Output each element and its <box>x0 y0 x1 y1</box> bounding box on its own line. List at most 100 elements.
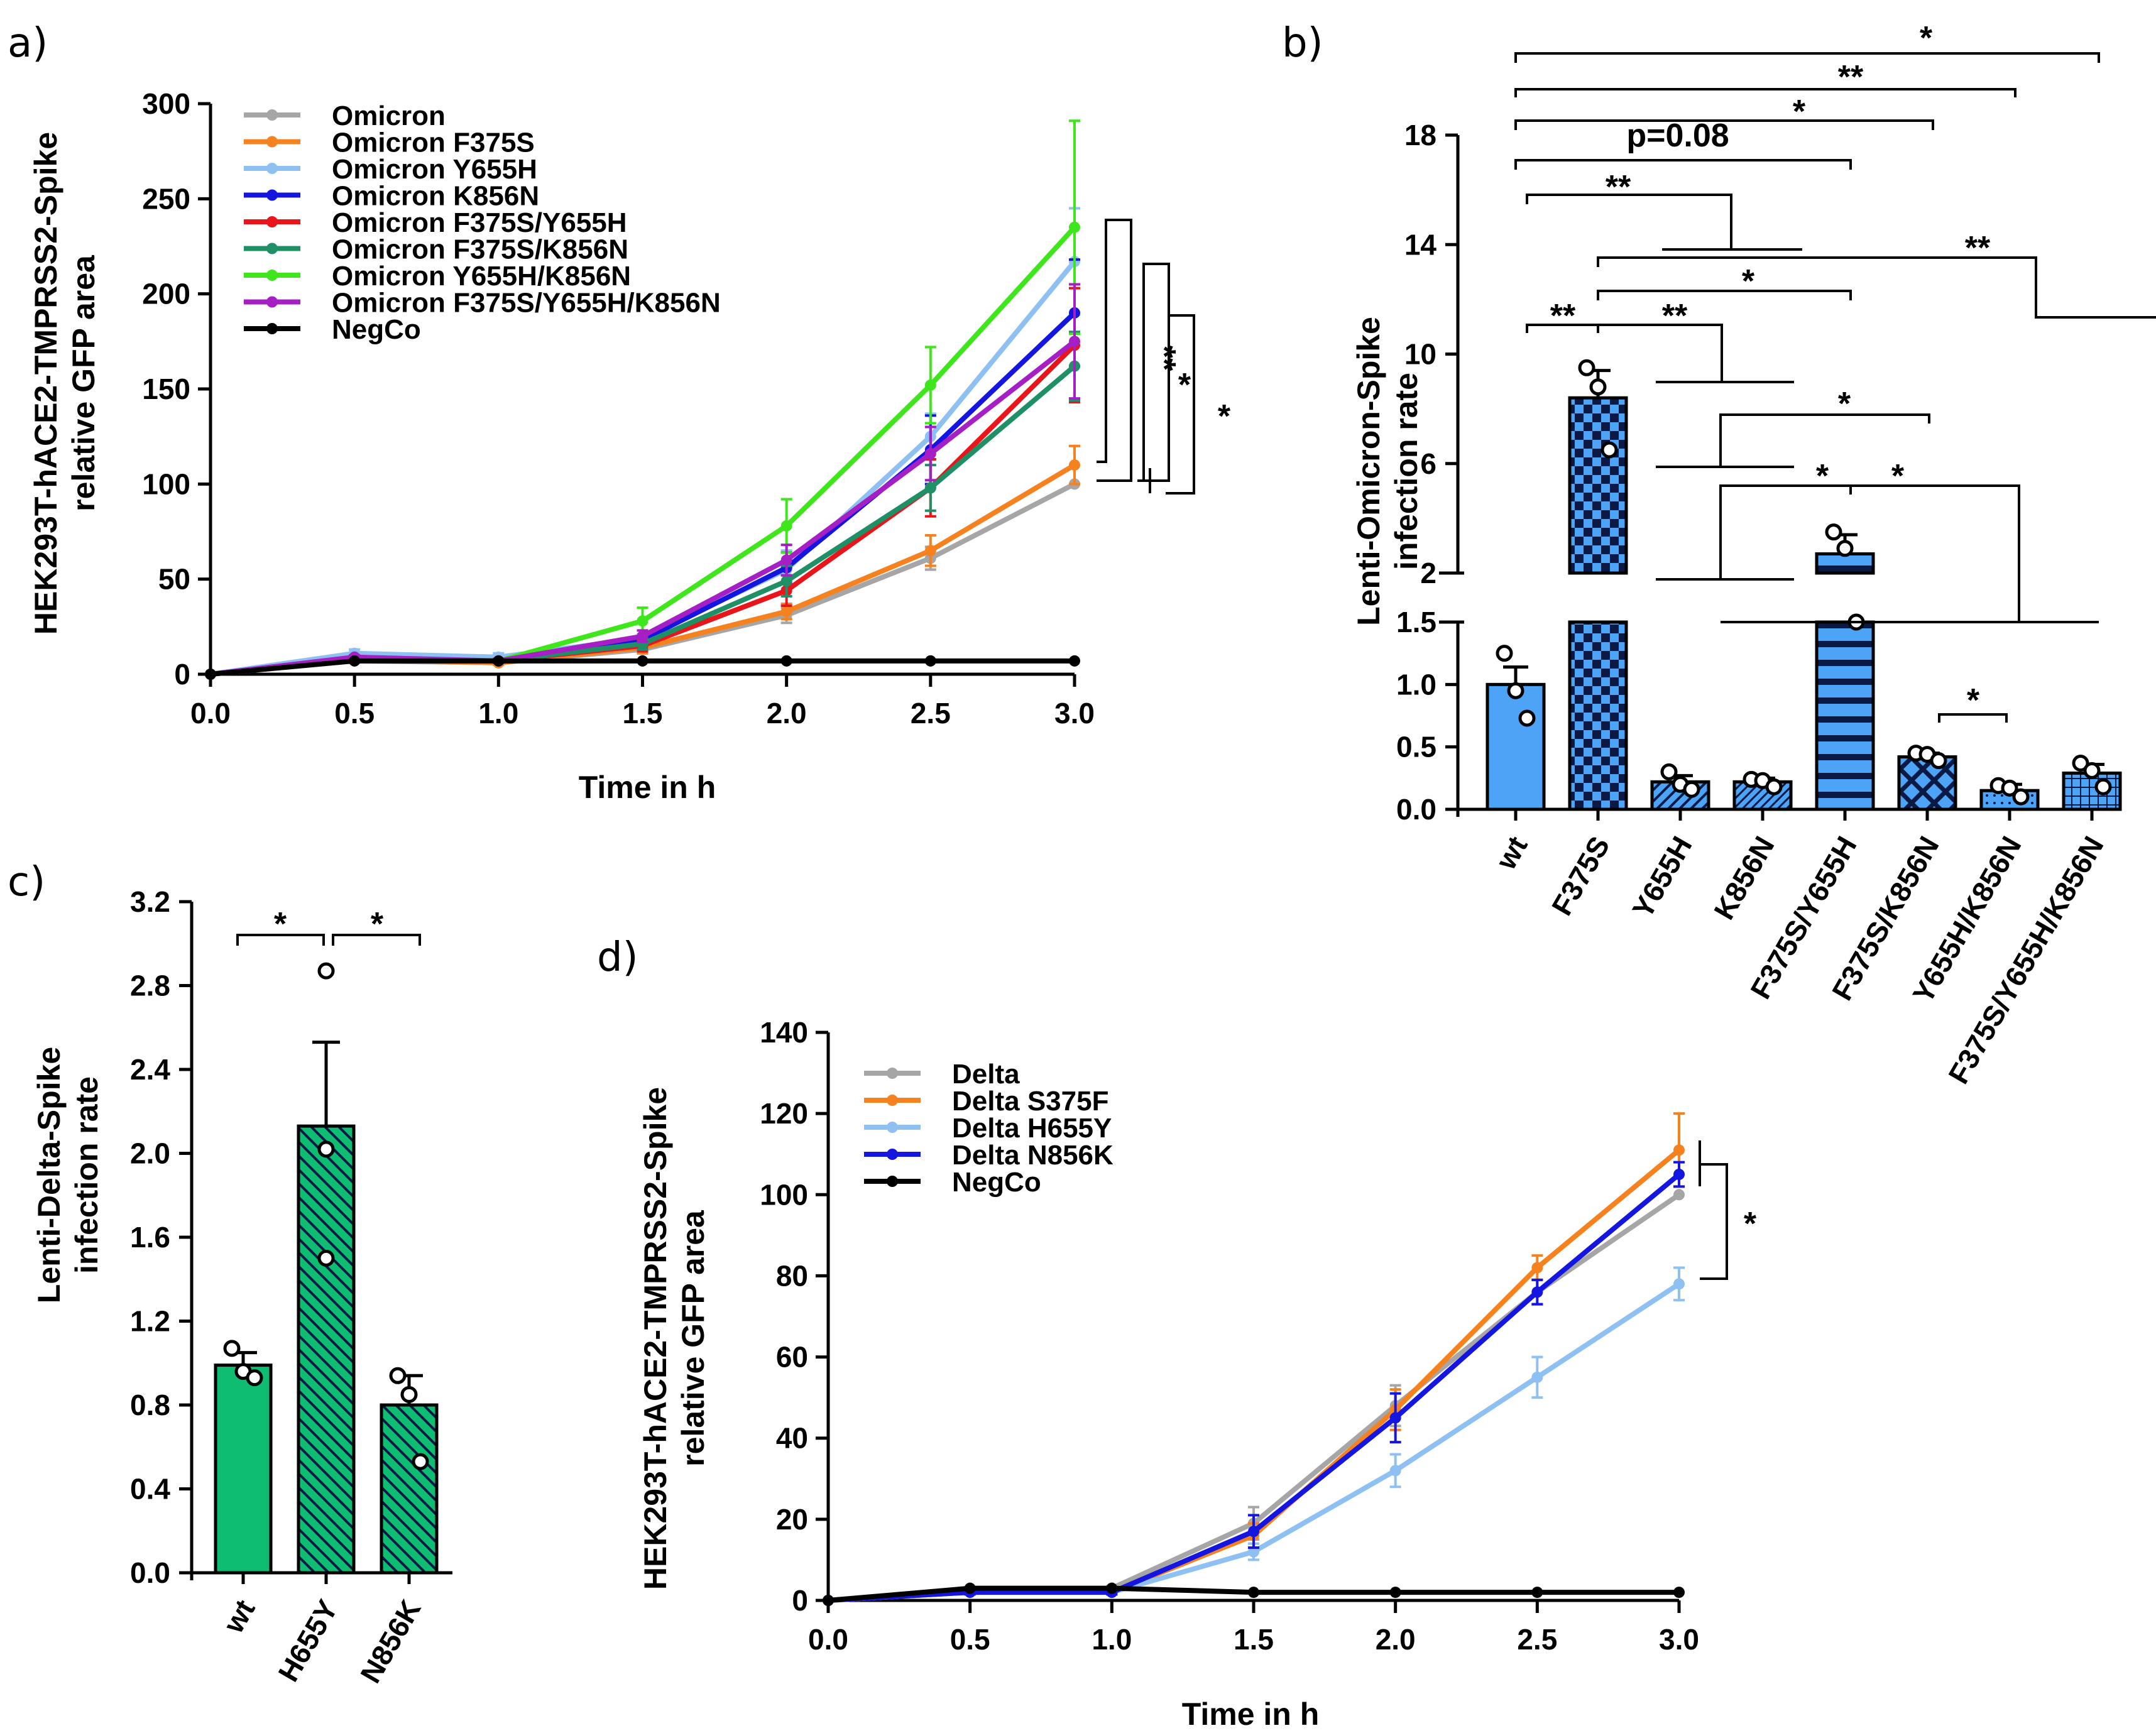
legend-entry: Omicron Y655H/K856N <box>332 261 631 292</box>
replicate-point <box>412 1453 429 1470</box>
x-tick-label: 2.5 <box>911 697 951 730</box>
y-tick-label: 150 <box>142 373 190 405</box>
panel-d: 0 20 40 60 80 100 120 140 0.0 0.5 1.0 1.5 2.0 2.5 3.0 D… <box>760 1016 1757 1656</box>
sig-label: * <box>1793 94 1806 130</box>
sig-label: p=0.08 <box>1626 118 1729 154</box>
y-tick-label: 140 <box>760 1016 808 1049</box>
legend-entry: Omicron F375S/Y655H/K856N <box>332 288 721 319</box>
y-tick-label: 14 <box>1404 228 1437 261</box>
replicate-point <box>317 1140 335 1158</box>
sig-label: ** <box>1606 169 1631 205</box>
y-tick-label: 2.0 <box>130 1137 170 1170</box>
d-ylabel-1: HEK293T-hACE2-TMPRSS2-Spike <box>638 1087 673 1590</box>
data-point <box>637 615 648 627</box>
y-tick-label: 2.8 <box>130 970 170 1002</box>
x-tick-label: 0.0 <box>808 1623 848 1656</box>
replicate-point <box>2012 788 2030 806</box>
y-tick-label: 1.5 <box>1396 606 1436 638</box>
replicate-point <box>1930 752 1947 770</box>
legend-entry: Delta <box>952 1059 1020 1090</box>
data-point <box>1673 1144 1685 1156</box>
sig-label: * <box>1967 682 1980 719</box>
replicate-point <box>1578 359 1595 376</box>
y-tick-label: 0 <box>792 1584 808 1617</box>
legend-marker <box>887 1095 898 1106</box>
y-tick-label: 1.0 <box>1396 668 1436 701</box>
replicate-point <box>1660 763 1678 780</box>
data-point <box>1673 1189 1685 1201</box>
x-tick-label: H655Y <box>271 1594 344 1687</box>
y-tick-label: 20 <box>776 1503 808 1536</box>
bar <box>380 1403 439 1575</box>
legend-entry: Omicron F375S <box>332 128 535 158</box>
x-tick-label: 2.5 <box>1517 1623 1557 1656</box>
sig-bracket-2 <box>1137 263 1170 482</box>
legend-entry: Omicron Y655H <box>332 154 537 185</box>
sig-bracket-b <box>1700 1163 1728 1280</box>
data-point <box>493 655 505 667</box>
replicate-point <box>2083 762 2101 779</box>
sig-label: * <box>1178 367 1191 403</box>
data-point <box>780 606 792 618</box>
y-tick-label: 0.0 <box>1396 793 1436 826</box>
b-ylabel-2: infection rate <box>1389 373 1424 570</box>
data-point <box>780 575 792 587</box>
legend-entry: Delta S375F <box>952 1086 1108 1117</box>
sig-bracket-1 <box>1097 219 1132 482</box>
sig-bracket <box>1597 290 1852 300</box>
replicate-point <box>1589 378 1607 396</box>
panel-c: 0.0 0.4 0.8 1.2 1.6 2.0 2.4 2.8 3.2 wt H655Y N856K *… <box>130 885 452 1688</box>
replicate-point <box>400 1386 418 1403</box>
panel-label-d: d) <box>597 934 638 981</box>
x-tick-label: K856N <box>1707 831 1781 925</box>
replicate-point <box>1683 780 1700 798</box>
replicate-point <box>2094 778 2112 795</box>
data-point <box>1069 336 1080 347</box>
data-point <box>1673 1278 1685 1290</box>
data-point <box>1389 1587 1401 1599</box>
legend-marker <box>266 163 278 174</box>
replicate-point <box>317 1249 335 1267</box>
y-tick-label: 1.6 <box>130 1221 170 1254</box>
legend-marker <box>266 270 278 281</box>
legend-marker <box>266 296 278 308</box>
sig-label: * <box>1742 263 1755 300</box>
replicate-point <box>1507 682 1524 699</box>
replicate-point <box>246 1369 263 1387</box>
sig-bracket <box>332 934 421 946</box>
y-tick-label: 6 <box>1420 447 1436 480</box>
sig-bracket <box>1597 324 1794 383</box>
y-tick-label: 0.5 <box>1396 731 1436 763</box>
panel-label-c: c) <box>8 859 45 905</box>
data-point <box>1531 1262 1543 1274</box>
c-ylabel-2: infection rate <box>69 1076 104 1274</box>
a-ylabel-1: HEK293T-hACE2-TMPRSS2-Spike <box>28 132 63 635</box>
data-point <box>1389 1465 1401 1477</box>
x-tick-label: 2.0 <box>767 697 807 730</box>
x-tick-label: F375S <box>1545 831 1616 921</box>
legend-marker <box>266 189 278 201</box>
bar <box>297 1124 356 1575</box>
bar-lower <box>1815 620 1875 811</box>
data-point <box>637 630 648 642</box>
y-tick-label: 0.8 <box>130 1389 170 1421</box>
replicate-point <box>1601 441 1618 459</box>
data-point <box>1106 1582 1118 1594</box>
sig-bracket-3 <box>1166 314 1195 495</box>
a-ylabel-2: relative GFP area <box>66 254 101 511</box>
panel-label-b: b) <box>1282 20 1323 67</box>
data-point <box>1069 221 1080 233</box>
legend-marker <box>887 1122 898 1133</box>
y-tick-label: 50 <box>158 563 190 596</box>
panel-a: 0 50 100 150 200 250 300 0.0 0.5 1.0 1.5 2.0 2.5 3.0 O… <box>142 87 1231 730</box>
data-point <box>924 482 936 494</box>
sig-label: ** <box>1838 59 1864 96</box>
bar <box>214 1364 273 1575</box>
x-tick-label: 1.5 <box>623 697 663 730</box>
bar <box>1897 755 1957 811</box>
x-tick-label: wt <box>217 1594 261 1639</box>
replicate-point <box>2072 754 2089 772</box>
x-tick-label: N856K <box>354 1594 427 1688</box>
y-tick-label: 40 <box>776 1422 808 1455</box>
x-tick-label: 0.0 <box>190 697 231 730</box>
